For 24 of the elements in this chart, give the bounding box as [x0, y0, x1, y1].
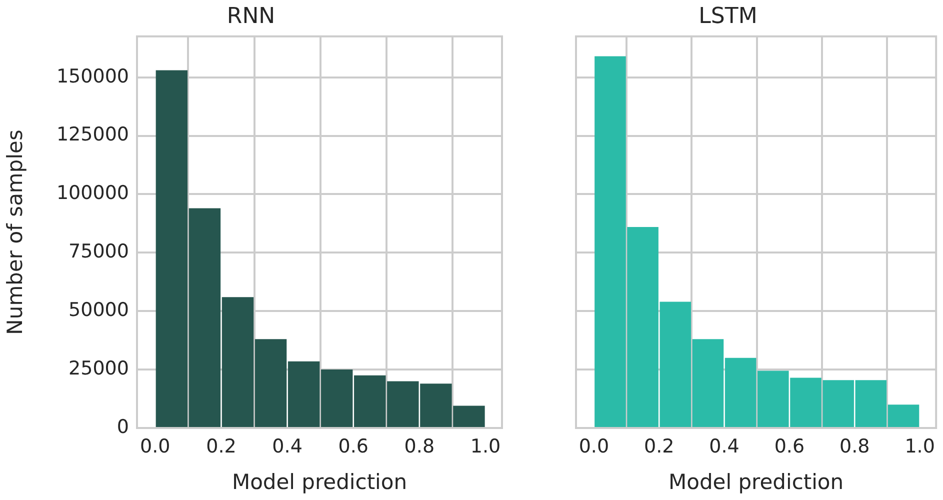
chart-title: LSTM: [698, 4, 758, 29]
x-tick-label: 0.2: [644, 435, 674, 458]
x-tick-label: 0.4: [272, 435, 302, 458]
y-tick-label: 150000: [56, 65, 129, 88]
x-axis-title: Model prediction: [668, 470, 844, 494]
x-tick-label: 0.8: [840, 435, 870, 458]
x-tick-label: 0.4: [709, 435, 740, 458]
y-axis-title: Number of samples: [3, 130, 28, 335]
x-tick-label: 1.0: [904, 435, 935, 458]
y-tick-label: 125000: [56, 124, 129, 146]
y-tick-label: 0: [116, 416, 129, 438]
x-tick-label: 0.8: [404, 435, 435, 458]
y-tick-label: 25000: [68, 357, 129, 380]
y-tick-label: 75000: [68, 240, 129, 263]
x-tick-label: 0.0: [578, 435, 610, 458]
x-tick-label: 1.0: [470, 435, 501, 458]
chart-title: RNN: [226, 4, 276, 29]
x-axis-title: Model prediction: [232, 470, 408, 494]
x-tick-label: 0.2: [206, 435, 236, 458]
x-tick-label: 0.0: [140, 435, 170, 458]
x-tick-label: 0.6: [338, 435, 368, 458]
y-tick-label: 100000: [56, 182, 129, 204]
x-tick-label: 0.6: [774, 435, 805, 458]
y-tick-label: 50000: [68, 299, 129, 322]
